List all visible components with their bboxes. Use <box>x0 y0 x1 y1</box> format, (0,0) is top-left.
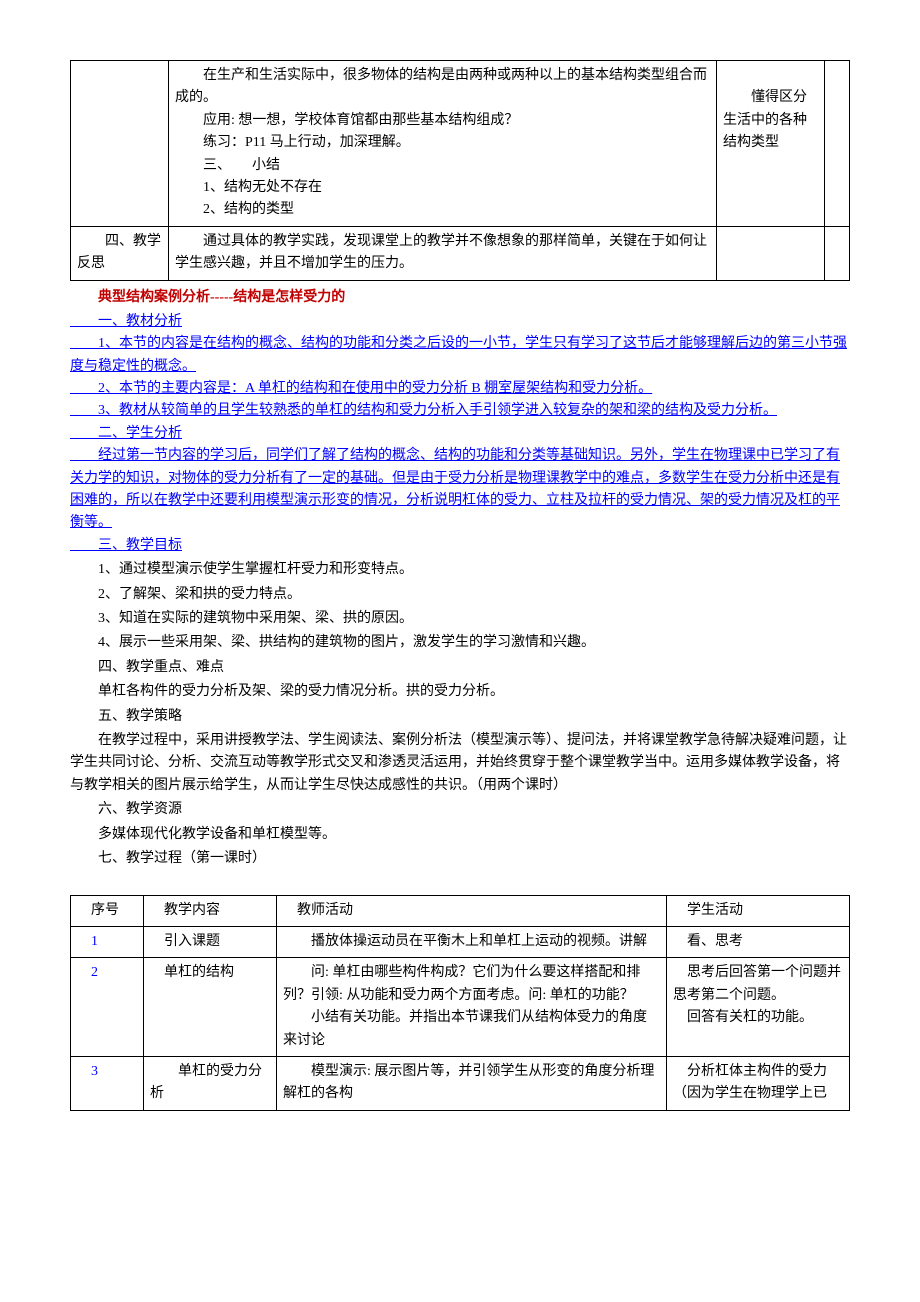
blue-line: 二、学生分析 <box>70 423 850 445</box>
body-line: 七、教学过程（第一课时） <box>70 848 850 870</box>
body-line: 1、通过模型演示使学生掌握杠杆受力和形变特点。 <box>70 559 850 581</box>
table-header-row: 序号 教学内容 教师活动 学生活动 <box>71 895 850 926</box>
table-row: 1 引入课题 播放体操运动员在平衡木上和单杠上运动的视频。讲解 看、思考 <box>71 927 850 958</box>
table-summary: 在生产和生活实际中，很多物体的结构是由两种或两种以上的基本结构类型组合而成的。 … <box>70 60 850 281</box>
body-line: 2、了解架、梁和拱的受力特点。 <box>70 584 850 606</box>
col-header: 教学内容 <box>144 895 277 926</box>
blue-line: 1、本节的内容是在结构的概念、结构的功能和分类之后设的一小节，学生只有学习了这节… <box>70 333 850 378</box>
body-line: 多媒体现代化教学设备和单杠模型等。 <box>70 824 850 846</box>
cell <box>71 61 169 227</box>
table-process: 序号 教学内容 教师活动 学生活动 1 引入课题 播放体操运动员在平衡木上和单杠… <box>70 895 850 1111</box>
body-line: 五、教学策略 <box>70 706 850 728</box>
cell-num: 1 <box>71 927 144 958</box>
col-header: 序号 <box>71 895 144 926</box>
cell-num: 2 <box>71 958 144 1057</box>
cell: 在生产和生活实际中，很多物体的结构是由两种或两种以上的基本结构类型组合而成的。 … <box>169 61 717 227</box>
table-row: 在生产和生活实际中，很多物体的结构是由两种或两种以上的基本结构类型组合而成的。 … <box>71 61 850 227</box>
cell: 通过具体的教学实践，发现课堂上的教学并不像想象的那样简单，关键在于如何让学生感兴… <box>169 226 717 280</box>
cell: 四、教学反思 <box>71 226 169 280</box>
cell: 看、思考 <box>667 927 850 958</box>
table-row: 3 单杠的受力分析 模型演示: 展示图片等，并引领学生从形变的角度分析理解杠的各… <box>71 1057 850 1111</box>
cell-num: 3 <box>71 1057 144 1111</box>
cell <box>717 226 825 280</box>
blue-line: 经过第一节内容的学习后，同学们了解了结构的概念、结构的功能和分类等基础知识。另外… <box>70 445 850 535</box>
cell: 懂得区分生活中的各种结构类型 <box>717 61 825 227</box>
blue-block: 一、教材分析 1、本节的内容是在结构的概念、结构的功能和分类之后设的一小节，学生… <box>70 311 850 557</box>
cell: 问: 单杠由哪些构件构成？它们为什么要这样搭配和排列？引领: 从功能和受力两个方… <box>277 958 667 1057</box>
cell: 单杠的结构 <box>144 958 277 1057</box>
body-line: 4、展示一些采用架、梁、拱结构的建筑物的图片，激发学生的学习激情和兴趣。 <box>70 632 850 654</box>
col-header: 学生活动 <box>667 895 850 926</box>
blue-line: 一、教材分析 <box>70 311 850 333</box>
table-row: 四、教学反思 通过具体的教学实践，发现课堂上的教学并不像想象的那样简单，关键在于… <box>71 226 850 280</box>
cell: 模型演示: 展示图片等，并引领学生从形变的角度分析理解杠的各构 <box>277 1057 667 1111</box>
cell <box>825 61 850 227</box>
cell: 分析杠体主构件的受力（因为学生在物理学上已 <box>667 1057 850 1111</box>
cell: 引入课题 <box>144 927 277 958</box>
blue-line: 3、教材从较简单的且学生较熟悉的单杠的结构和受力分析入手引领学进入较复杂的架和梁… <box>70 400 850 422</box>
table-row: 2 单杠的结构 问: 单杠由哪些构件构成？它们为什么要这样搭配和排列？引领: 从… <box>71 958 850 1057</box>
body-line: 3、知道在实际的建筑物中采用架、梁、拱的原因。 <box>70 608 850 630</box>
blue-line: 2、本节的主要内容是：A 单杠的结构和在使用中的受力分析 B 棚室屋架结构和受力… <box>70 378 850 400</box>
cell: 思考后回答第一个问题并思考第二个问题。 回答有关杠的功能。 <box>667 958 850 1057</box>
section-title: 典型结构案例分析-----结构是怎样受力的 <box>70 287 850 309</box>
cell: 播放体操运动员在平衡木上和单杠上运动的视频。讲解 <box>277 927 667 958</box>
cell <box>825 226 850 280</box>
body-line: 单杠各构件的受力分析及架、梁的受力情况分析。拱的受力分析。 <box>70 681 850 703</box>
cell: 单杠的受力分析 <box>144 1057 277 1111</box>
body-line: 四、教学重点、难点 <box>70 657 850 679</box>
col-header: 教师活动 <box>277 895 667 926</box>
body-line: 六、教学资源 <box>70 799 850 821</box>
body-line: 在教学过程中，采用讲授教学法、学生阅读法、案例分析法（模型演示等）、提问法，并将… <box>70 730 850 797</box>
blue-line: 三、教学目标 <box>70 535 850 557</box>
